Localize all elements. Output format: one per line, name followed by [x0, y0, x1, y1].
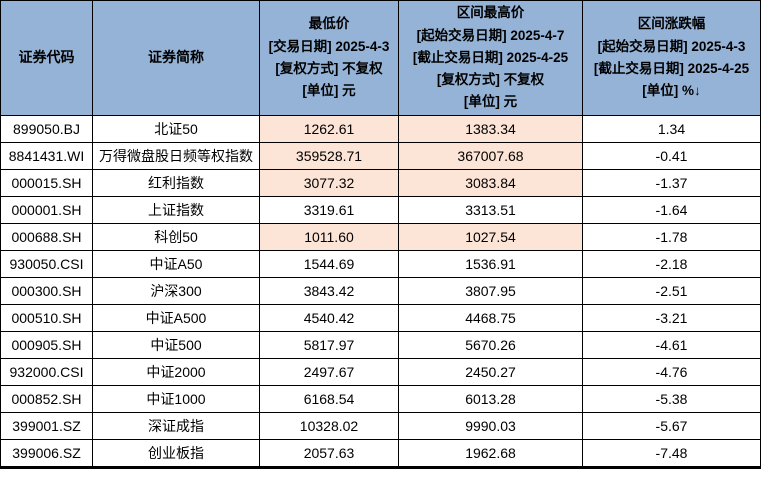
cell-range-high[interactable]: 2450.27 [398, 358, 583, 386]
cell-range-change[interactable]: -0.41 [582, 142, 761, 170]
cell-range-high[interactable]: 6013.28 [398, 385, 583, 413]
cell-security-code[interactable]: 000905.SH [0, 331, 93, 359]
cell-security-code[interactable]: 399001.SZ [0, 412, 93, 440]
cell-lowest-price[interactable]: 5817.97 [259, 331, 399, 359]
table-row: 000001.SH 上证指数 3319.61 3313.51 -1.64 [0, 196, 761, 224]
cell-security-name[interactable]: 万得微盘股日频等权指数 [92, 142, 260, 170]
cell-lowest-price[interactable]: 3843.42 [259, 277, 399, 305]
index-price-table: 证券代码 证券简称 最低价 [交易日期] 2025-4-3 [复权方式] 不复权… [0, 0, 761, 469]
cell-security-name[interactable]: 科创50 [92, 223, 260, 251]
cell-security-name[interactable]: 北证50 [92, 115, 260, 143]
cell-security-code[interactable]: 000015.SH [0, 169, 93, 197]
cell-security-name[interactable]: 中证A50 [92, 250, 260, 278]
table-row: 932000.CSI 中证2000 2497.67 2450.27 -4.76 [0, 358, 761, 386]
column-header-lowest-price[interactable]: 最低价 [交易日期] 2025-4-3 [复权方式] 不复权 [单位] 元 [259, 0, 399, 116]
column-header-range-change[interactable]: 区间涨跌幅 [起始交易日期] 2025-4-3 [截止交易日期] 2025-4-… [582, 0, 761, 116]
cell-range-change[interactable]: -4.61 [582, 331, 761, 359]
cell-lowest-price[interactable]: 2497.67 [259, 358, 399, 386]
cell-security-name[interactable]: 深证成指 [92, 412, 260, 440]
table-row: 000905.SH 中证500 5817.97 5670.26 -4.61 [0, 331, 761, 359]
table-row: 000852.SH 中证1000 6168.54 6013.28 -5.38 [0, 385, 761, 413]
cell-range-high[interactable]: 367007.68 [398, 142, 583, 170]
cell-range-high[interactable]: 1536.91 [398, 250, 583, 278]
cell-security-name[interactable]: 创业板指 [92, 439, 260, 468]
table-row: 899050.BJ 北证50 1262.61 1383.34 1.34 [0, 115, 761, 143]
cell-range-change[interactable]: -5.67 [582, 412, 761, 440]
cell-lowest-price[interactable]: 4540.42 [259, 304, 399, 332]
column-header-security-code[interactable]: 证券代码 [0, 0, 93, 116]
cell-security-code[interactable]: 000852.SH [0, 385, 93, 413]
cell-lowest-price[interactable]: 1262.61 [259, 115, 399, 143]
cell-lowest-price[interactable]: 359528.71 [259, 142, 399, 170]
cell-security-code[interactable]: 930050.CSI [0, 250, 93, 278]
cell-security-code[interactable]: 8841431.WI [0, 142, 93, 170]
table-row: 8841431.WI 万得微盘股日频等权指数 359528.71 367007.… [0, 142, 761, 170]
header-row: 证券代码 证券简称 最低价 [交易日期] 2025-4-3 [复权方式] 不复权… [0, 0, 761, 116]
cell-lowest-price[interactable]: 3077.32 [259, 169, 399, 197]
cell-security-code[interactable]: 000688.SH [0, 223, 93, 251]
cell-security-name[interactable]: 中证A500 [92, 304, 260, 332]
table-row: 399006.SZ 创业板指 2057.63 1962.68 -7.48 [0, 439, 761, 468]
cell-range-change[interactable]: 1.34 [582, 115, 761, 143]
cell-security-code[interactable]: 399006.SZ [0, 439, 93, 468]
cell-range-change[interactable]: -1.64 [582, 196, 761, 224]
cell-range-change[interactable]: -1.37 [582, 169, 761, 197]
cell-lowest-price[interactable]: 1544.69 [259, 250, 399, 278]
cell-range-high[interactable]: 1962.68 [398, 439, 583, 468]
cell-range-change[interactable]: -5.38 [582, 385, 761, 413]
cell-security-name[interactable]: 沪深300 [92, 277, 260, 305]
cell-security-name[interactable]: 上证指数 [92, 196, 260, 224]
table-row: 000300.SH 沪深300 3843.42 3807.95 -2.51 [0, 277, 761, 305]
cell-lowest-price[interactable]: 10328.02 [259, 412, 399, 440]
cell-range-high[interactable]: 3083.84 [398, 169, 583, 197]
cell-range-change[interactable]: -7.48 [582, 439, 761, 468]
table-row: 000510.SH 中证A500 4540.42 4468.75 -3.21 [0, 304, 761, 332]
cell-range-change[interactable]: -2.51 [582, 277, 761, 305]
cell-range-change[interactable]: -4.76 [582, 358, 761, 386]
cell-lowest-price[interactable]: 3319.61 [259, 196, 399, 224]
cell-lowest-price[interactable]: 6168.54 [259, 385, 399, 413]
cell-range-high[interactable]: 3313.51 [398, 196, 583, 224]
cell-lowest-price[interactable]: 1011.60 [259, 223, 399, 251]
column-header-security-name[interactable]: 证券简称 [92, 0, 260, 116]
column-header-range-high[interactable]: 区间最高价 [起始交易日期] 2025-4-7 [截止交易日期] 2025-4-… [398, 0, 583, 116]
table-body: 899050.BJ 北证50 1262.61 1383.34 1.34 8841… [0, 115, 761, 468]
cell-security-name[interactable]: 中证2000 [92, 358, 260, 386]
table-row: 399001.SZ 深证成指 10328.02 9990.03 -5.67 [0, 412, 761, 440]
table-row: 000688.SH 科创50 1011.60 1027.54 -1.78 [0, 223, 761, 251]
cell-security-code[interactable]: 932000.CSI [0, 358, 93, 386]
table-row: 000015.SH 红利指数 3077.32 3083.84 -1.37 [0, 169, 761, 197]
cell-range-high[interactable]: 1383.34 [398, 115, 583, 143]
table-header: 证券代码 证券简称 最低价 [交易日期] 2025-4-3 [复权方式] 不复权… [0, 0, 761, 116]
cell-range-change[interactable]: -2.18 [582, 250, 761, 278]
cell-security-name[interactable]: 中证500 [92, 331, 260, 359]
cell-lowest-price[interactable]: 2057.63 [259, 439, 399, 468]
cell-security-code[interactable]: 000001.SH [0, 196, 93, 224]
cell-security-name[interactable]: 红利指数 [92, 169, 260, 197]
cell-range-high[interactable]: 3807.95 [398, 277, 583, 305]
cell-security-name[interactable]: 中证1000 [92, 385, 260, 413]
cell-security-code[interactable]: 000510.SH [0, 304, 93, 332]
cell-range-high[interactable]: 9990.03 [398, 412, 583, 440]
table-row: 930050.CSI 中证A50 1544.69 1536.91 -2.18 [0, 250, 761, 278]
cell-range-high[interactable]: 5670.26 [398, 331, 583, 359]
cell-security-code[interactable]: 899050.BJ [0, 115, 93, 143]
cell-range-high[interactable]: 1027.54 [398, 223, 583, 251]
cell-security-code[interactable]: 000300.SH [0, 277, 93, 305]
cell-range-change[interactable]: -3.21 [582, 304, 761, 332]
cell-range-change[interactable]: -1.78 [582, 223, 761, 251]
cell-range-high[interactable]: 4468.75 [398, 304, 583, 332]
